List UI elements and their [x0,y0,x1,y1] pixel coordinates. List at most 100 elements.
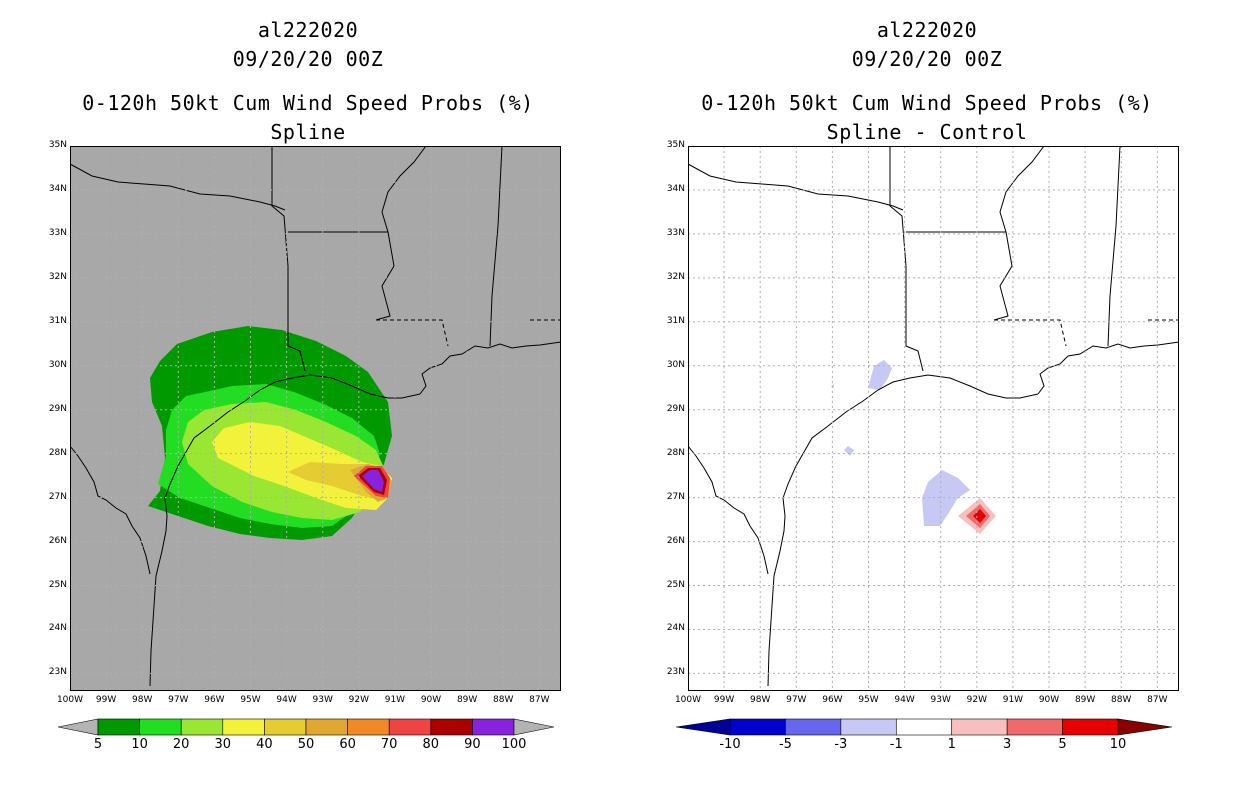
lat-tick-label: 31N [666,315,685,326]
texas-east-border [271,146,306,372]
lat-tick-label: 35N [666,140,685,150]
lon-tick-label: 87W [529,695,550,705]
lat-tick-label: 29N [48,403,67,414]
left-subtitle: Spline [270,120,346,144]
colorbar-swatch [472,718,515,736]
colorbar-swatch [264,718,307,736]
right-map-background [688,146,1179,691]
lat-tick-label: 30N [48,359,67,370]
colorbar-swatch [785,718,842,736]
left-prob-contours [148,326,392,540]
right-coastlines [688,146,1179,687]
right-product-title: 0-120h 50kt Cum Wind Speed Probs (%) [701,91,1153,115]
lon-tick-label: 99W [95,695,117,705]
lat-tick-label: 34N [666,183,685,194]
lon-tick-label: 88W [1111,695,1132,705]
lon-tick-label: 96W [822,695,843,705]
colorbar-swatch [97,718,140,736]
colorbar-label: 80 [422,737,440,752]
ms-river-north [999,146,1045,233]
lat-tick-label: 33N [666,227,685,238]
colorbar-over-triangle [1117,718,1172,736]
colorbar-label: 5 [1058,737,1067,752]
diff-pos-5 [973,509,986,523]
left-colorbar [58,718,554,736]
colorbar-label: 50 [297,737,315,752]
mississippi-river [375,231,395,321]
lon-tick-label: 100W [56,695,84,705]
diff-neg-small [844,446,854,456]
colorbar-swatch [347,718,390,736]
lon-tick-label: 92W [348,695,369,705]
colorbar-swatch [305,718,348,736]
colorbar-label: 100 [501,737,527,752]
left-product-title: 0-120h 50kt Cum Wind Speed Probs (%) [82,91,534,115]
ms-river-north [381,146,427,233]
lon-tick-label: 89W [1074,695,1096,705]
colorbar-label: 1 [947,737,956,752]
lon-tick-label: 95W [240,695,261,705]
lat-tick-label: 27N [666,491,685,502]
colorbar-label: 10 [131,737,148,752]
colorbar-label: -10 [719,737,741,752]
lat-tick-label: 32N [48,271,67,282]
lon-tick-label: 97W [786,695,807,705]
colorbar-swatch [951,718,1008,736]
colorbar-label: -1 [889,737,903,752]
right-subtitle: Spline - Control [826,120,1028,144]
colorbar-over-triangle [513,718,554,736]
lat-tick-label: 23N [48,667,67,678]
louisiana-coastline [419,341,561,395]
lon-tick-label: 99W [713,695,735,705]
lon-tick-label: 90W [420,695,442,705]
colorbar-swatch [895,718,953,736]
left-storm-id: al222020 [257,18,359,42]
lat-tick-label: 26N [666,535,685,546]
lat-tick-label: 31N [48,315,67,326]
lat-tick-label: 28N [48,447,67,458]
lat-tick-label: 28N [666,447,685,458]
lon-tick-label: 89W [456,695,478,705]
right-map [688,146,1179,691]
right-storm-id: al222020 [876,18,978,42]
ms-al-border [1107,146,1121,347]
colorbar-swatch [180,718,224,736]
right-map-frame [688,146,1179,691]
left-coastlines [70,146,561,687]
lon-tick-label: 93W [930,695,951,705]
colorbar-label: 5 [93,737,103,752]
lon-tick-label: 100W [674,695,702,705]
lon-tick-label: 94W [894,695,915,705]
mississippi-river [993,231,1013,321]
left-map [70,146,561,691]
lat-tick-label: 23N [666,667,685,678]
state-dash-border [376,319,449,347]
mexico-border [688,445,769,575]
colorbar-label: -5 [778,737,792,752]
lat-tick-label: 24N [48,623,67,634]
colorbar-label: 10 [1109,737,1127,752]
left-datetime: 09/20/20 00Z [232,47,384,71]
lon-tick-label: 90W [1038,695,1060,705]
lat-tick-label: 35N [48,140,67,150]
lat-tick-label: 24N [666,623,685,634]
right-graticule [688,146,1179,691]
lon-tick-label: 98W [132,695,153,705]
lon-tick-label: 95W [858,695,879,705]
lon-tick-label: 87W [1147,695,1168,705]
state-dash-border [994,319,1067,347]
colorbar-label: 70 [380,737,398,752]
lat-tick-label: 26N [48,535,67,546]
lat-tick-label: 34N [48,183,67,194]
lon-tick-label: 94W [276,695,297,705]
colorbar-swatch [139,718,182,736]
lat-tick-label: 32N [666,271,685,282]
contour-90 [362,470,384,492]
colorbar-swatch [388,718,432,736]
left-graticule [70,146,561,691]
texas-east-border [889,146,924,372]
texas-coastline [149,374,421,687]
lat-tick-label: 30N [666,359,685,370]
colorbar-swatch [840,718,897,736]
lon-tick-label: 88W [493,695,514,705]
